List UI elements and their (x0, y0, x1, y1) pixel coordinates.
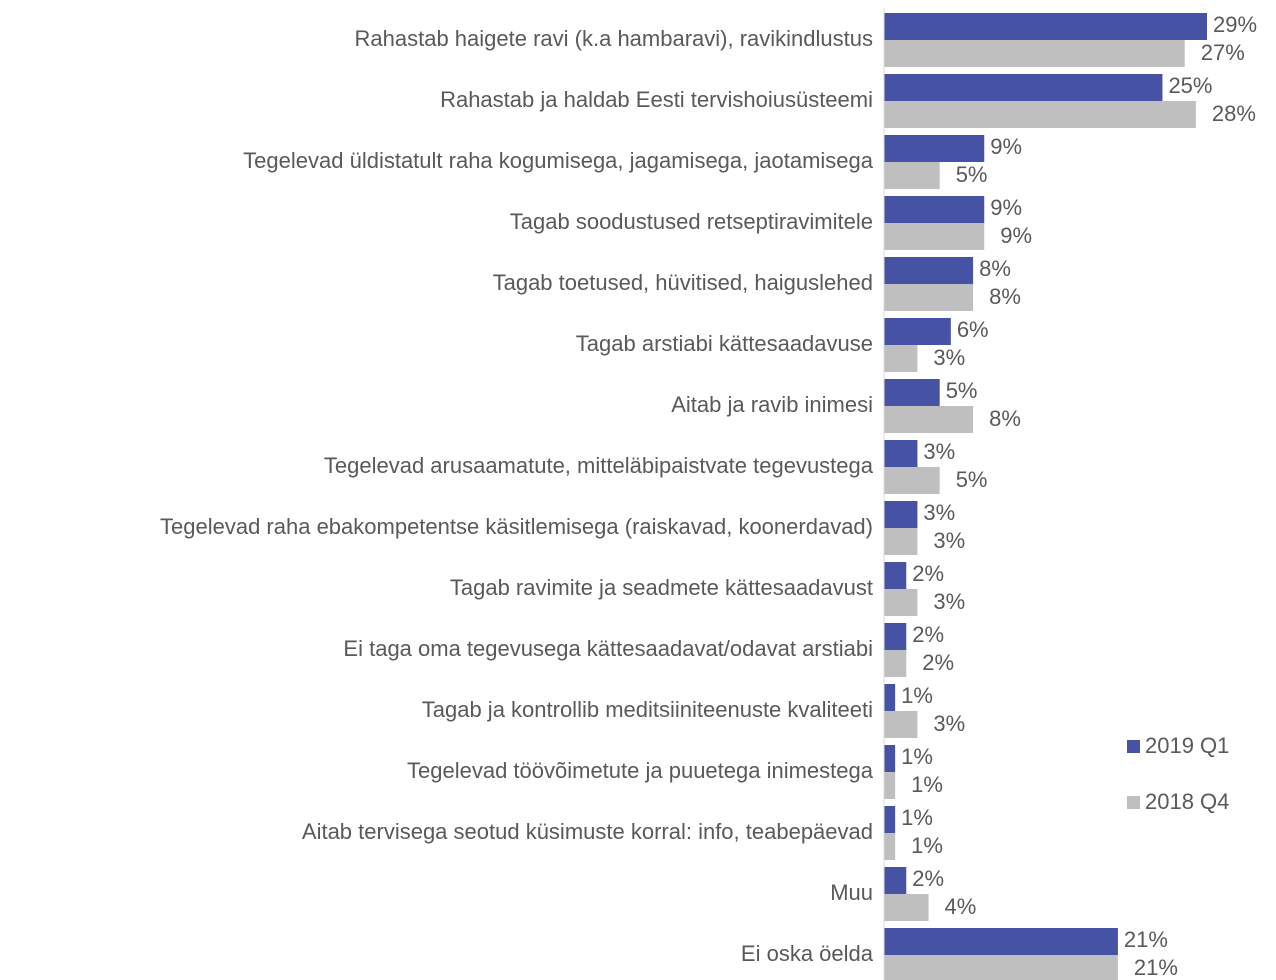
category-label: Tagab ja kontrollib meditsiiniteenuste k… (422, 697, 873, 722)
value-label: 9% (990, 134, 1022, 159)
bar (884, 345, 918, 372)
category-label: Aitab tervisega seotud küsimuste korral:… (302, 819, 873, 844)
value-label: 21% (1134, 955, 1178, 980)
category-label: Tegelevad arusaamatute, mitteläbipaistva… (324, 453, 874, 478)
value-label: 29% (1213, 12, 1257, 37)
bar (884, 74, 1163, 101)
value-label: 9% (1000, 223, 1032, 248)
category-label: Ei taga oma tegevusega kättesaadavat/oda… (343, 636, 873, 661)
bar (884, 440, 918, 467)
category-label: Muu (830, 880, 873, 905)
value-label: 1% (911, 833, 943, 858)
value-label: 5% (946, 378, 978, 403)
bar (884, 406, 974, 433)
bar (884, 894, 929, 921)
bar (884, 745, 896, 772)
bar (884, 501, 918, 528)
bar (884, 467, 940, 494)
value-label: 2% (912, 561, 944, 586)
value-label: 2% (922, 650, 954, 675)
value-label: 28% (1212, 101, 1256, 126)
category-label: Tagab soodustused retseptiravimitele (510, 209, 873, 234)
bar (884, 928, 1118, 955)
value-label: 2% (912, 866, 944, 891)
value-label: 25% (1168, 73, 1212, 98)
value-label: 1% (911, 772, 943, 797)
value-label: 8% (989, 284, 1021, 309)
bar (884, 284, 974, 311)
bar (884, 806, 896, 833)
bar (884, 772, 896, 799)
bar (884, 379, 940, 406)
value-label: 8% (989, 406, 1021, 431)
bar (884, 684, 896, 711)
category-label: Tegelevad töövõimetute ja puuetega inime… (407, 758, 874, 783)
bar (884, 318, 951, 345)
bar (884, 650, 907, 677)
value-label: 9% (990, 195, 1022, 220)
bar (884, 955, 1118, 980)
bar (884, 711, 918, 738)
category-label: Tegelevad raha ebakompetentse käsitlemis… (160, 514, 873, 539)
bar (884, 589, 918, 616)
legend-label: 2018 Q4 (1145, 789, 1229, 814)
category-label: Rahastab haigete ravi (k.a hambaravi), r… (355, 26, 873, 51)
value-label: 3% (933, 345, 965, 370)
legend-label: 2019 Q1 (1145, 733, 1229, 758)
bar (884, 135, 985, 162)
bar (884, 223, 985, 250)
bar (884, 562, 907, 589)
category-label: Tagab arstiabi kättesaadavuse (576, 331, 873, 356)
bar (884, 196, 985, 223)
bar (884, 623, 907, 650)
value-label: 21% (1124, 927, 1168, 952)
value-label: 27% (1201, 40, 1245, 65)
value-label: 2% (912, 622, 944, 647)
legend-swatch (1127, 740, 1140, 753)
value-label: 8% (979, 256, 1011, 281)
category-label: Rahastab ja haldab Eesti tervishoiusüste… (440, 87, 873, 112)
bar (884, 101, 1196, 128)
bar (884, 40, 1185, 67)
legend-swatch (1127, 796, 1140, 809)
value-label: 3% (933, 711, 965, 736)
value-label: 3% (933, 528, 965, 553)
value-label: 6% (957, 317, 989, 342)
value-label: 1% (901, 805, 933, 830)
value-label: 3% (933, 589, 965, 614)
bar (884, 13, 1207, 40)
value-label: 3% (923, 439, 955, 464)
value-label: 4% (945, 894, 977, 919)
bar (884, 833, 896, 860)
value-label: 1% (901, 683, 933, 708)
category-label: Tagab ravimite ja seadmete kättesaadavus… (450, 575, 873, 600)
value-label: 5% (956, 162, 988, 187)
value-label: 1% (901, 744, 933, 769)
category-label: Aitab ja ravib inimesi (671, 392, 873, 417)
bar (884, 528, 918, 555)
category-label: Ei oska öelda (741, 941, 874, 966)
category-label: Tegelevad üldistatult raha kogumisega, j… (243, 148, 874, 173)
bar (884, 162, 940, 189)
value-label: 5% (956, 467, 988, 492)
bar (884, 257, 974, 284)
bar (884, 867, 907, 894)
category-label: Tagab toetused, hüvitised, haiguslehed (493, 270, 873, 295)
value-label: 3% (923, 500, 955, 525)
